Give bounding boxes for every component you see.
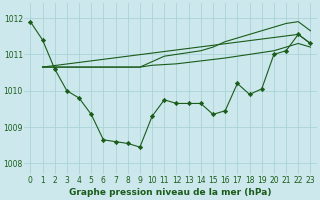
- X-axis label: Graphe pression niveau de la mer (hPa): Graphe pression niveau de la mer (hPa): [69, 188, 272, 197]
